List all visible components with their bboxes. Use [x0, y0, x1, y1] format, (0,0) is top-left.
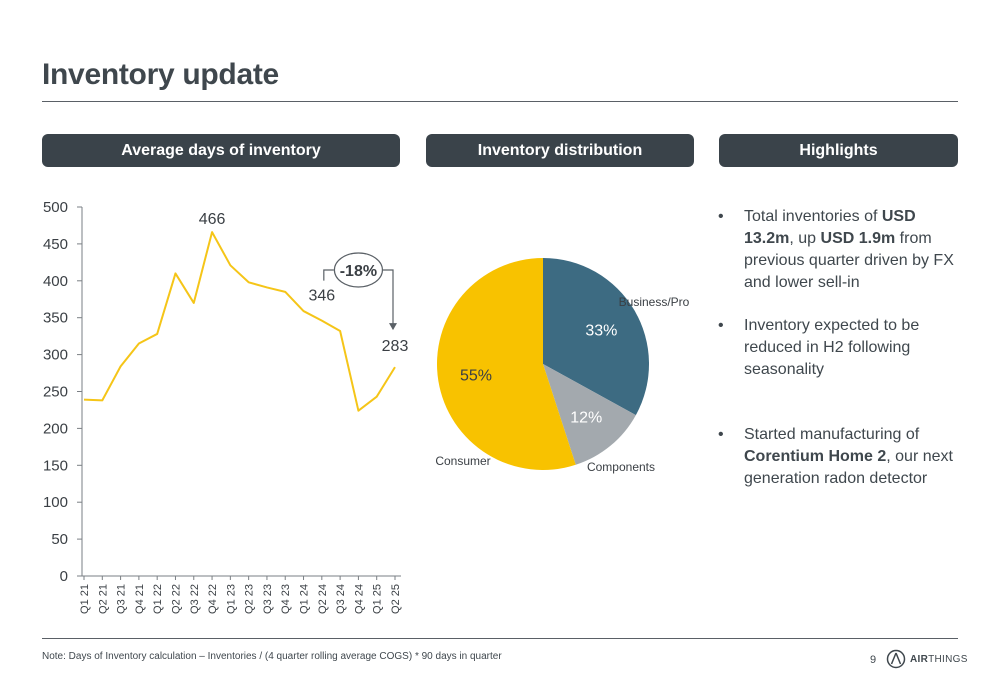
highlights-list: • Total inventories of USD 13.2m, up USD…	[718, 206, 958, 490]
highlight-text: Total inventories of USD 13.2m, up USD 1…	[744, 208, 954, 291]
x-tick-label: Q2 24	[317, 584, 329, 614]
inventory-distribution-pie-chart: 33% 12% 55% Business/Pro Components Consumer	[435, 258, 690, 474]
highlight-text-emphasis: USD 1.9m	[820, 230, 896, 247]
x-tick-label: Q3 21	[116, 584, 128, 614]
x-tick-label: Q1 22	[152, 584, 164, 614]
highlight-text-part: , our next generation radon detector	[744, 448, 953, 487]
pie-category-label: Business/Pro	[619, 295, 690, 309]
pie-value-label: 33%	[585, 322, 617, 339]
highlight-text-part: Started manufacturing of	[744, 426, 920, 443]
y-tick-label: 250	[43, 384, 68, 401]
y-tick-label: 450	[43, 236, 68, 253]
y-tick-label: 350	[43, 310, 68, 327]
x-tick-label: Q4 23	[280, 584, 292, 614]
annotation-arrowhead	[389, 323, 397, 331]
highlight-text: Inventory expected to be reduced in H2 f…	[744, 317, 920, 378]
pie-category-label: Components	[587, 460, 655, 474]
airthings-logo-icon	[886, 649, 906, 669]
y-tick-label: 150	[43, 457, 68, 474]
footer-divider	[42, 638, 958, 639]
data-label: 283	[382, 338, 409, 355]
x-tick-label: Q1 21	[79, 584, 91, 614]
highlight-text-emphasis: Corentium Home 2	[744, 448, 887, 465]
pie-value-label: 55%	[460, 368, 492, 385]
y-tick-label: 400	[43, 273, 68, 290]
x-tick-label: Q3 22	[189, 584, 201, 614]
data-label: 346	[308, 288, 335, 305]
bullet: •	[718, 317, 724, 334]
y-tick-label: 0	[60, 568, 68, 585]
annotation-bubble	[333, 252, 384, 288]
logo-text-bold: AIR	[910, 653, 929, 665]
highlight-item: • Total inventories of USD 13.2m, up USD…	[718, 206, 958, 294]
x-tick-label: Q3 24	[335, 584, 347, 614]
days-of-inventory-line-chart: 0 50 100 150 200 250 300 350 400 450 500 Q1 21 Q2 21…	[43, 199, 409, 614]
title-divider	[42, 101, 958, 102]
highlight-item: • Started manufacturing of Corentium Hom…	[718, 424, 958, 490]
x-tick-label: Q1 24	[299, 584, 311, 614]
annotation-label: -18%	[340, 263, 377, 280]
x-tick-label: Q2 21	[97, 584, 109, 614]
y-tick-label: 500	[43, 199, 68, 216]
pie-slice-components	[543, 364, 636, 465]
data-label: 466	[199, 211, 226, 228]
x-tick-label: Q4 21	[134, 584, 146, 614]
x-tick-label: Q1 25	[372, 584, 384, 614]
page-number: 9	[870, 654, 877, 666]
y-tick-label: 200	[43, 420, 68, 437]
highlight-text-part: Total inventories of	[744, 208, 882, 225]
logo-text: AIRTHINGS	[910, 654, 968, 665]
highlight-text-emphasis: USD 13.2m	[744, 208, 916, 247]
y-tick-label: 50	[51, 531, 68, 548]
pie-value-label: 12%	[570, 409, 602, 426]
x-tick-label: Q3 23	[262, 584, 274, 614]
x-tick-label: Q2 25	[390, 584, 402, 614]
annotation-bracket-right	[383, 269, 394, 330]
page-title: Inventory update	[42, 58, 279, 91]
pie-slice-consumer	[436, 258, 576, 470]
annotation-bracket-left	[323, 269, 334, 281]
series-line	[83, 231, 396, 412]
x-tick-label: Q2 23	[244, 584, 256, 614]
highlight-text-part: , up	[789, 230, 821, 247]
x-tick-label: Q1 23	[225, 584, 237, 614]
x-tick-label: Q4 22	[207, 584, 219, 614]
panel-header-days-of-inventory: Average days of inventory	[42, 134, 400, 167]
x-tick-label: Q2 22	[170, 584, 182, 614]
highlight-item: • Inventory expected to be reduced in H2…	[718, 315, 958, 381]
pie-category-label: Consumer	[435, 454, 490, 468]
panel-header-highlights: Highlights	[719, 134, 958, 167]
y-tick-label: 100	[43, 494, 68, 511]
x-tick-label: Q4 24	[353, 584, 365, 614]
bullet: •	[718, 426, 724, 443]
bullet: •	[718, 208, 724, 225]
y-tick-label: 300	[43, 347, 68, 364]
highlight-text: Started manufacturing of Corentium Home …	[744, 426, 953, 487]
highlight-text-part: from previous quarter driven by FX and l…	[744, 230, 954, 291]
logo-text-rest: THINGS	[928, 653, 968, 665]
pie-slice-business-pro	[543, 258, 649, 416]
panel-header-inventory-distribution: Inventory distribution	[426, 134, 694, 167]
airthings-logo: AIRTHINGS	[886, 649, 968, 669]
footnote: Note: Days of Inventory calculation – In…	[42, 651, 502, 662]
